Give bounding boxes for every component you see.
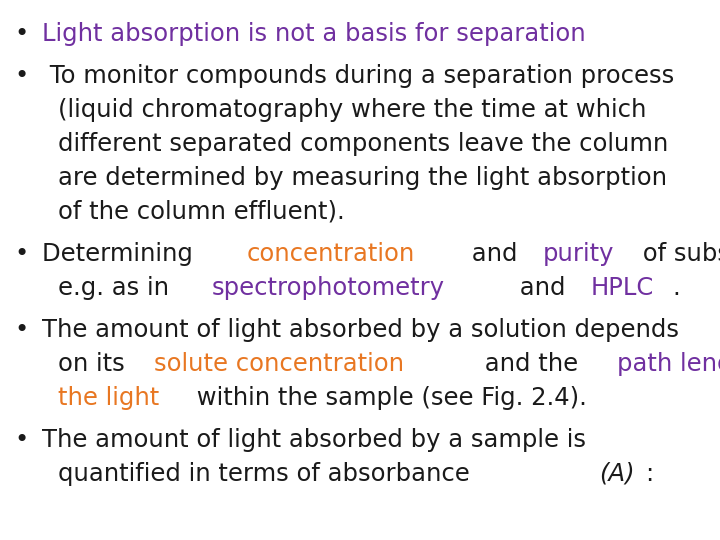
Text: quantified in terms of absorbance: quantified in terms of absorbance bbox=[58, 462, 477, 486]
Text: spectrophotometry: spectrophotometry bbox=[211, 276, 444, 300]
Text: and the: and the bbox=[477, 352, 585, 376]
Text: .: . bbox=[672, 276, 680, 300]
Text: are determined by measuring the light absorption: are determined by measuring the light ab… bbox=[58, 166, 667, 190]
Text: Light absorption is not a basis for separation: Light absorption is not a basis for sepa… bbox=[42, 22, 585, 46]
Text: •: • bbox=[14, 64, 28, 88]
Text: within the sample (see Fig. 2.4).: within the sample (see Fig. 2.4). bbox=[189, 386, 587, 410]
Text: :: : bbox=[645, 462, 654, 486]
Text: •: • bbox=[14, 242, 28, 266]
Text: and: and bbox=[512, 276, 573, 300]
Text: concentration: concentration bbox=[247, 242, 415, 266]
Text: The amount of light absorbed by a solution depends: The amount of light absorbed by a soluti… bbox=[42, 318, 679, 342]
Text: different separated components leave the column: different separated components leave the… bbox=[58, 132, 668, 156]
Text: The amount of light absorbed by a sample is: The amount of light absorbed by a sample… bbox=[42, 428, 586, 452]
Text: Determining: Determining bbox=[42, 242, 201, 266]
Text: path length: path length bbox=[617, 352, 720, 376]
Text: of substances: of substances bbox=[635, 242, 720, 266]
Text: the light: the light bbox=[58, 386, 159, 410]
Text: (A): (A) bbox=[599, 462, 635, 486]
Text: •: • bbox=[14, 22, 28, 46]
Text: To monitor compounds during a separation process: To monitor compounds during a separation… bbox=[42, 64, 674, 88]
Text: of the column effluent).: of the column effluent). bbox=[58, 200, 345, 224]
Text: •: • bbox=[14, 428, 28, 452]
Text: solute concentration: solute concentration bbox=[154, 352, 404, 376]
Text: and: and bbox=[464, 242, 525, 266]
Text: (liquid chromatography where the time at which: (liquid chromatography where the time at… bbox=[58, 98, 647, 122]
Text: •: • bbox=[14, 318, 28, 342]
Text: purity: purity bbox=[543, 242, 614, 266]
Text: HPLC: HPLC bbox=[591, 276, 654, 300]
Text: e.g. as in: e.g. as in bbox=[58, 276, 176, 300]
Text: on its: on its bbox=[58, 352, 132, 376]
